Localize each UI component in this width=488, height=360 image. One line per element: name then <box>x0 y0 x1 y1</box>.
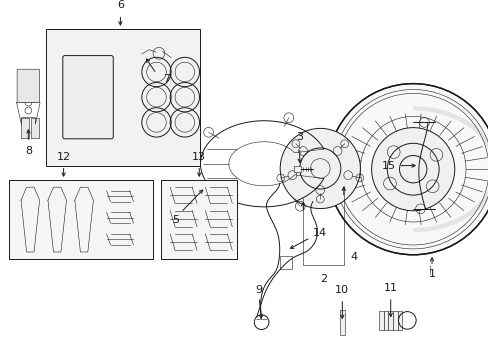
Text: 5: 5 <box>172 215 179 225</box>
Text: 2: 2 <box>319 274 326 284</box>
Text: 13: 13 <box>192 152 206 162</box>
Bar <box>21 118 29 138</box>
FancyBboxPatch shape <box>17 69 40 103</box>
Text: 10: 10 <box>335 285 348 295</box>
Text: 8: 8 <box>25 146 32 156</box>
Circle shape <box>327 84 488 255</box>
FancyBboxPatch shape <box>22 190 39 249</box>
Text: 1: 1 <box>427 269 435 279</box>
Text: 4: 4 <box>349 252 356 262</box>
Bar <box>279 256 292 269</box>
Polygon shape <box>412 106 488 232</box>
Text: 11: 11 <box>383 283 397 293</box>
Text: 9: 9 <box>255 285 262 295</box>
Text: 6: 6 <box>117 0 123 10</box>
Bar <box>392 310 397 330</box>
Bar <box>161 180 237 259</box>
Text: 3: 3 <box>296 132 303 142</box>
Text: 14: 14 <box>313 228 326 238</box>
Bar <box>387 310 392 330</box>
Bar <box>31 118 39 138</box>
Bar <box>339 310 344 335</box>
Circle shape <box>280 129 360 208</box>
Bar <box>397 310 402 330</box>
FancyBboxPatch shape <box>76 190 92 249</box>
Text: 7: 7 <box>163 74 169 84</box>
Circle shape <box>371 128 454 211</box>
Text: 15: 15 <box>381 161 395 171</box>
Bar <box>293 166 301 172</box>
Bar <box>378 310 383 330</box>
Bar <box>9 180 153 259</box>
Bar <box>383 310 387 330</box>
Bar <box>46 29 200 166</box>
FancyBboxPatch shape <box>49 190 65 249</box>
FancyBboxPatch shape <box>62 55 113 139</box>
Text: 12: 12 <box>57 152 71 162</box>
